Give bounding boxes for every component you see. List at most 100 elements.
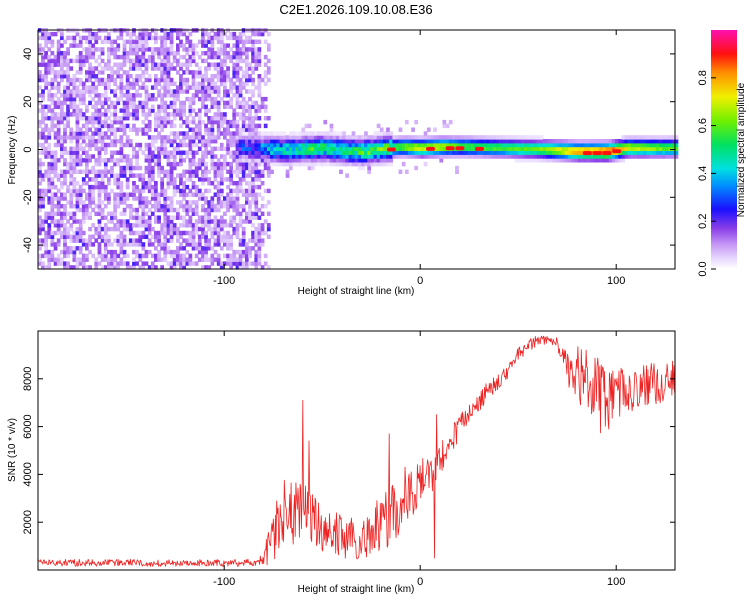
snr-x-axis-label: Height of straight line (km): [298, 584, 415, 595]
spectrogram-cell: [66, 81, 70, 87]
spectrogram-cell: [232, 112, 237, 117]
spectrogram-cell: [144, 35, 149, 41]
spectrogram-cell: [135, 242, 139, 247]
spectrogram-cell: [132, 93, 136, 98]
spectrogram-cell: [103, 215, 108, 220]
spectrogram-cell: [63, 192, 67, 197]
spectrogram-cell: [266, 47, 271, 52]
spectrogram-cell: [608, 154, 613, 159]
spectrogram-cell: [232, 135, 237, 140]
spectrogram-cell: [157, 257, 161, 262]
spectrogram-cell: [132, 261, 136, 266]
spectrogram-cell: [125, 31, 130, 37]
spectrogram-cell: [69, 66, 74, 71]
spectrogram-cell: [122, 253, 127, 259]
spectrogram-cell: [72, 165, 77, 171]
spectrogram-cell: [50, 39, 55, 45]
spectrogram-cell: [94, 226, 99, 232]
spectrogram-cell: [103, 192, 108, 197]
spectrogram-cell: [637, 146, 641, 152]
spectrogram-cell: [91, 135, 96, 140]
spectrogram-cell: [251, 54, 255, 60]
spectrogram-cell: [248, 127, 252, 132]
spectrogram-cell: [248, 158, 252, 163]
spectrogram-cell: [370, 158, 375, 163]
spectrogram-cell: [251, 184, 255, 190]
spectrogram-cell: [204, 242, 208, 247]
spectrogram-cell: [298, 161, 303, 167]
spectrogram-cell: [81, 188, 86, 194]
spectrogram-cell: [436, 150, 441, 155]
spectrogram-cell: [201, 226, 205, 232]
spectrogram-cell: [41, 131, 45, 136]
spectrogram-cell: [188, 31, 193, 37]
spectrogram-cell: [395, 146, 400, 152]
spectrogram-cell: [144, 211, 149, 217]
spectrogram-cell: [241, 265, 246, 270]
spectrogram-cell: [81, 62, 86, 67]
spectrogram-cell: [44, 154, 49, 159]
spectrogram-cell: [655, 146, 660, 152]
spectrogram-cell: [213, 62, 218, 67]
spectrogram-cell: [445, 150, 450, 155]
spectrogram-cell: [235, 154, 240, 159]
spectrogram-cell: [207, 142, 212, 148]
spectrogram-cell: [56, 188, 61, 194]
spectrogram-cell: [169, 165, 174, 171]
spectrogram-cell: [235, 158, 240, 163]
spectrogram-cell: [464, 154, 469, 159]
spectrogram-cell: [210, 257, 215, 262]
spectrogram-cell: [78, 196, 83, 201]
spectrogram-cell: [66, 165, 70, 171]
spectrogram-cell: [329, 139, 334, 144]
spectrogram-cell: [386, 127, 390, 132]
spectrogram-cell: [245, 219, 249, 224]
spectrogram-cell: [204, 253, 208, 259]
spectrogram-cell: [147, 135, 152, 140]
spectrogram-cell: [147, 112, 152, 117]
spectrogram-cell: [241, 249, 246, 255]
spectrogram-cell: [263, 96, 268, 102]
spectrogram-cell: [226, 253, 230, 259]
spectrogram-cell: [116, 47, 121, 52]
spectrogram-cell: [41, 31, 45, 37]
spectrogram-cell: [60, 58, 64, 64]
spectrogram-cell: [226, 238, 230, 243]
spectrogram-cell: [354, 154, 359, 159]
spectrogram-cell: [63, 161, 67, 167]
spectrogram-cell: [514, 139, 519, 144]
spectrogram-cell: [599, 146, 604, 152]
spectrogram-cell: [229, 135, 234, 140]
spectrogram-cell: [608, 146, 613, 152]
spectrogram-cell: [176, 261, 180, 266]
spectrogram-cell: [141, 234, 146, 240]
spectrogram-cell: [436, 135, 441, 140]
spectrogram-cell: [138, 39, 143, 45]
spectrogram-cell: [615, 146, 619, 152]
spectrogram-cell: [241, 146, 246, 152]
spectrogram-cell: [223, 223, 227, 228]
spectrogram-cell: [154, 184, 158, 190]
spectrogram-cell: [254, 207, 259, 213]
spectrogram-cell: [254, 54, 259, 60]
spectrogram-cell: [78, 200, 83, 205]
spectrogram-cell: [172, 265, 177, 270]
spectrogram-cell: [122, 223, 127, 228]
spectrogram-cell: [157, 54, 161, 60]
spectrogram-cell: [345, 154, 350, 159]
spectrogram-cell: [433, 150, 437, 155]
spectrogram-cell: [72, 169, 77, 175]
spectrogram-cell: [219, 226, 224, 232]
spectrogram-cell: [53, 54, 58, 60]
spectrogram-cell: [169, 77, 174, 83]
spectrogram-cell: [310, 139, 315, 144]
spectrogram-cell: [276, 135, 281, 140]
spectrogram-cell: [251, 188, 255, 194]
spectrogram-cell: [138, 47, 143, 52]
spectrogram-cell: [191, 226, 196, 232]
spectrogram-cell: [292, 161, 296, 167]
spectrogram-cell: [251, 246, 255, 251]
spectrogram-cell: [354, 139, 359, 144]
spectrogram-hot-spot: [582, 151, 592, 156]
spectrogram-cell: [182, 181, 187, 186]
